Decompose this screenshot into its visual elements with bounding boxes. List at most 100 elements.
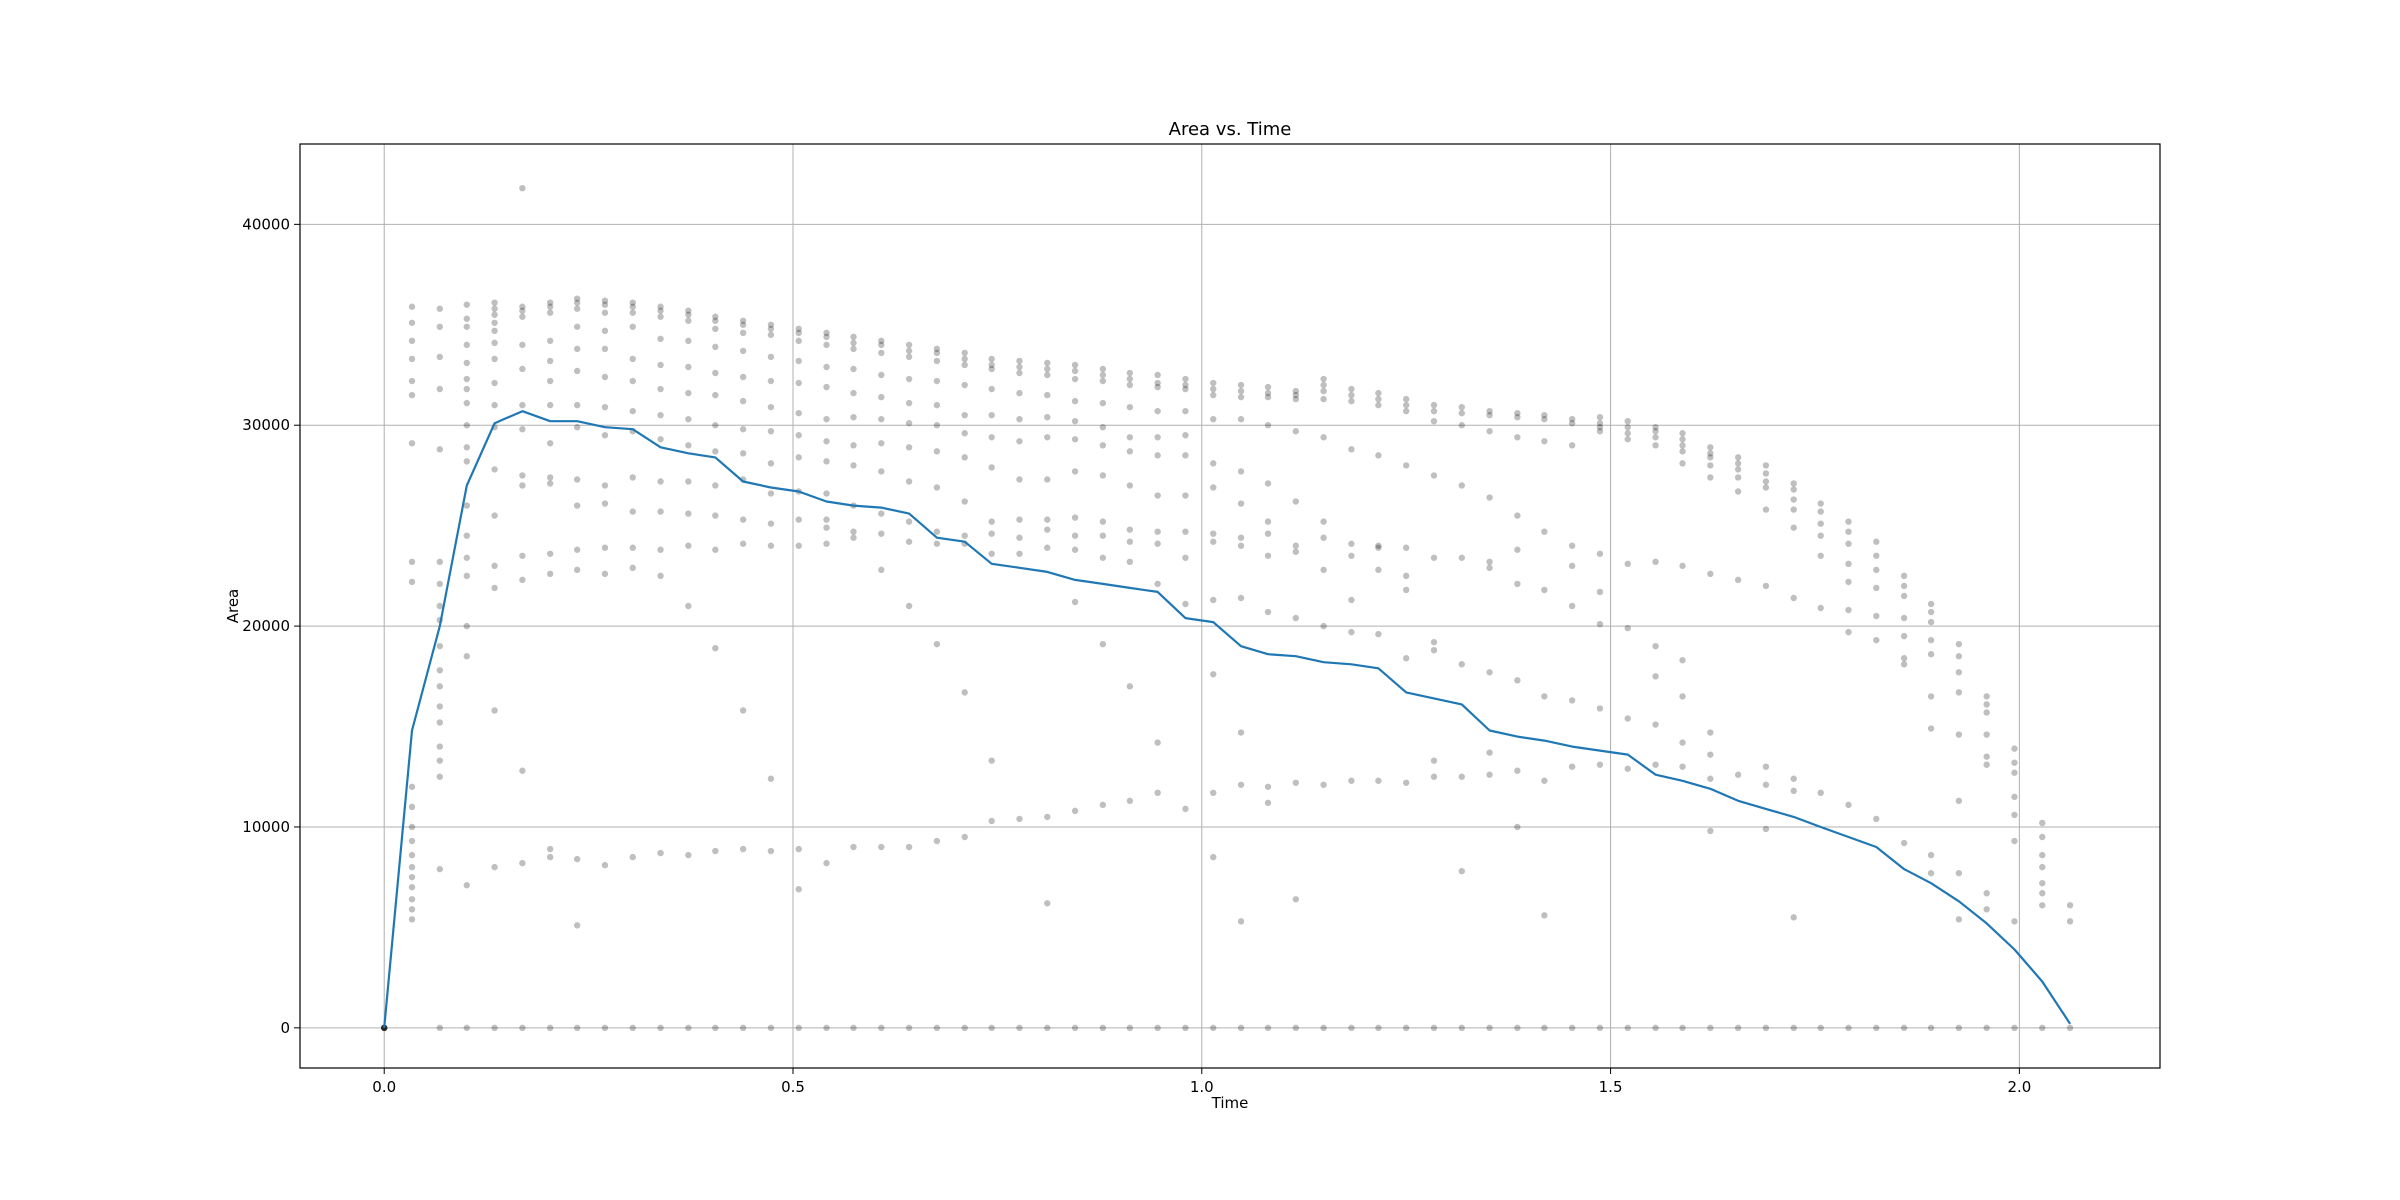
scatter-point [1264,518,1272,525]
scatter-point [1514,823,1521,831]
scatter-point [463,385,470,393]
scatter-point [1237,918,1245,925]
scatter-point [1292,614,1300,622]
scatter-point [1762,763,1770,770]
scatter-point [823,363,830,371]
scatter-point [905,1024,913,1032]
scatter-point [1817,1024,1824,1032]
scatter-point [1044,359,1051,367]
scatter-point [1126,403,1134,411]
scatter-point [878,530,885,537]
scatter-point [961,454,968,461]
scatter-point [823,383,830,391]
scatter-point [1071,361,1079,369]
scatter-point [629,407,636,415]
scatter-point [1126,448,1134,455]
scatter-point [1790,486,1797,493]
scatter-point [463,502,470,509]
scatter-point [1707,474,1714,481]
scatter-point [1348,385,1355,393]
scatter-point [2039,902,2046,909]
scatter-point [712,1024,719,1032]
scatter-point [1624,418,1631,425]
scatter-point [1292,428,1300,435]
scatter-point [1182,432,1189,439]
scatter-point [1817,789,1824,797]
scatter-point [1237,393,1245,401]
scatter-point [657,546,664,553]
scatter-point [519,365,526,373]
scatter-point [1679,442,1686,449]
scatter-point [685,510,692,517]
scatter-point [1652,428,1659,435]
scatter-point [850,389,857,397]
scatter-point [1873,1024,1880,1032]
scatter-point [1430,472,1438,479]
scatter-point [1514,546,1521,553]
scatter-point [2011,759,2018,766]
scatter-point [491,562,498,570]
scatter-point [685,602,692,610]
scatter-point [629,299,636,306]
scatter-point [1762,825,1770,833]
scatter-point [1348,628,1355,636]
scatter-point [573,1024,581,1032]
scatter-point [1182,385,1189,393]
scatter-point [463,375,470,383]
scatter-point [1348,596,1355,604]
scatter-point [601,373,609,381]
scatter-point [546,303,554,310]
scatter-point [988,434,995,441]
scatter-point [1375,452,1382,459]
scatter-point [1955,916,1963,923]
scatter-point [1264,530,1272,537]
scatter-point [1375,544,1382,551]
scatter-point [1402,401,1410,409]
scatter-point [1126,558,1134,566]
scatter-point [1320,387,1327,395]
scatter-point [878,371,885,379]
scatter-point [1900,839,1908,847]
scatter-point [1402,544,1410,551]
scatter-point [1237,542,1245,549]
scatter-point [1955,869,1963,877]
scatter-point [1210,379,1217,387]
scatter-point [1983,693,1990,700]
scatter-point [1099,532,1107,539]
scatter-point [685,337,692,345]
scatter-point [436,703,444,710]
scatter-point [1927,608,1935,616]
y-tick-label: 40000 [242,215,290,233]
scatter-point [381,1024,388,1032]
scatter-point [1596,550,1604,557]
scatter-point [657,385,664,393]
scatter-point [1402,655,1410,662]
scatter-point [1873,612,1880,620]
scatter-point [1541,777,1548,784]
scatter-point [1182,554,1189,561]
scatter-point [1900,632,1908,640]
scatter-point [1430,418,1438,425]
scatter-point [905,347,913,355]
scatter-point [1679,1024,1686,1032]
scatter-point [850,442,857,449]
scatter-point [1679,460,1686,467]
scatter-point [1071,532,1079,539]
scatter-point [1210,853,1217,861]
scatter-point [739,329,747,337]
scatter-point [1210,671,1217,678]
scatter-point [491,584,498,592]
scatter-point [1458,422,1465,429]
scatter-point [1790,480,1797,487]
scatter-point [519,426,526,433]
scatter-point [1707,462,1714,469]
scatter-point [463,301,470,308]
scatter-point [878,510,885,517]
scatter-point [1320,534,1327,541]
scatter-point [1568,1024,1576,1032]
scatter-point [519,482,526,489]
scatter-point [1845,1024,1852,1032]
scatter-point [685,311,692,318]
scatter-point [1624,1024,1631,1032]
scatter-point [546,480,554,487]
